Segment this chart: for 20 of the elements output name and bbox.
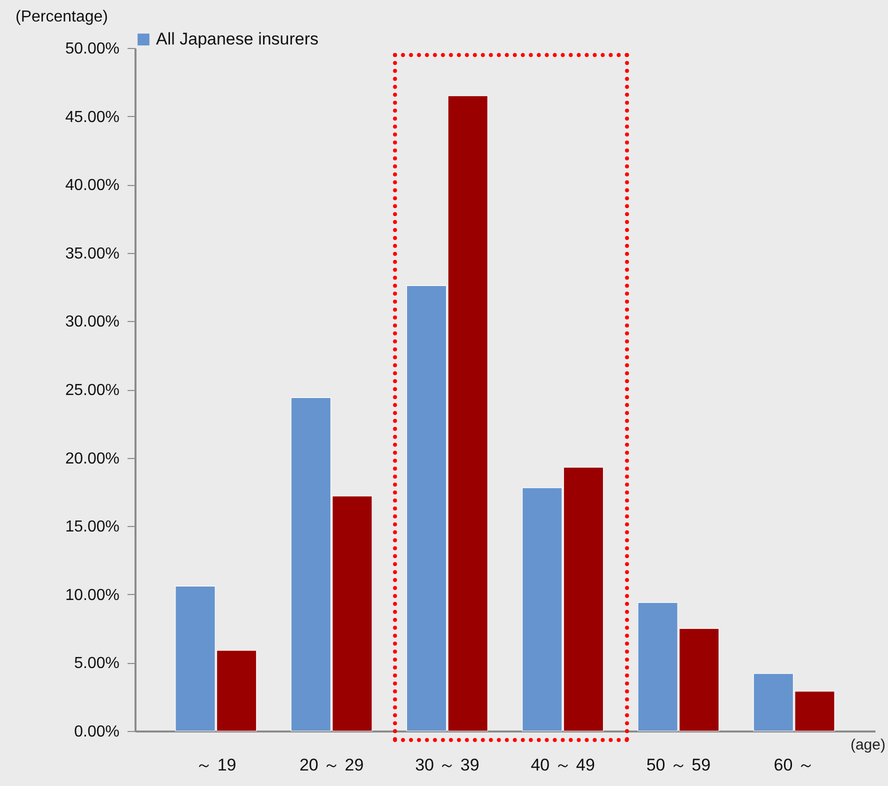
y-tick-label: 45.00% (65, 108, 120, 126)
x-tick-label: ～ 19 (196, 756, 236, 774)
y-tick-label: 25.00% (65, 382, 120, 399)
y-tick-label: 5.00% (74, 655, 120, 672)
y-tick-label: 10.00% (65, 586, 120, 604)
legend-label: All Japanese insurers (156, 30, 319, 48)
y-tick-label: 15.00% (65, 518, 120, 536)
x-axis-title: (age) (850, 736, 886, 754)
y-axis-title: (Percentage) (16, 8, 108, 26)
y-tick-label: 0.00% (74, 724, 120, 740)
y-tick-label: 30.00% (65, 314, 120, 331)
y-tick-label: 50.00% (65, 40, 120, 58)
x-tick-label: 50 ～ 59 (646, 756, 711, 774)
x-tick-label: 30 ～ 39 (415, 756, 480, 774)
y-tick-label: 20.00% (65, 450, 120, 468)
y-tick-label: 35.00% (65, 245, 120, 262)
y-tick-label: 40.00% (65, 177, 120, 194)
x-tick-label: 20 ～ 29 (299, 756, 364, 774)
x-tick-label: 40 ～ 49 (530, 756, 595, 774)
x-tick-label: 60 ～ (774, 756, 814, 774)
